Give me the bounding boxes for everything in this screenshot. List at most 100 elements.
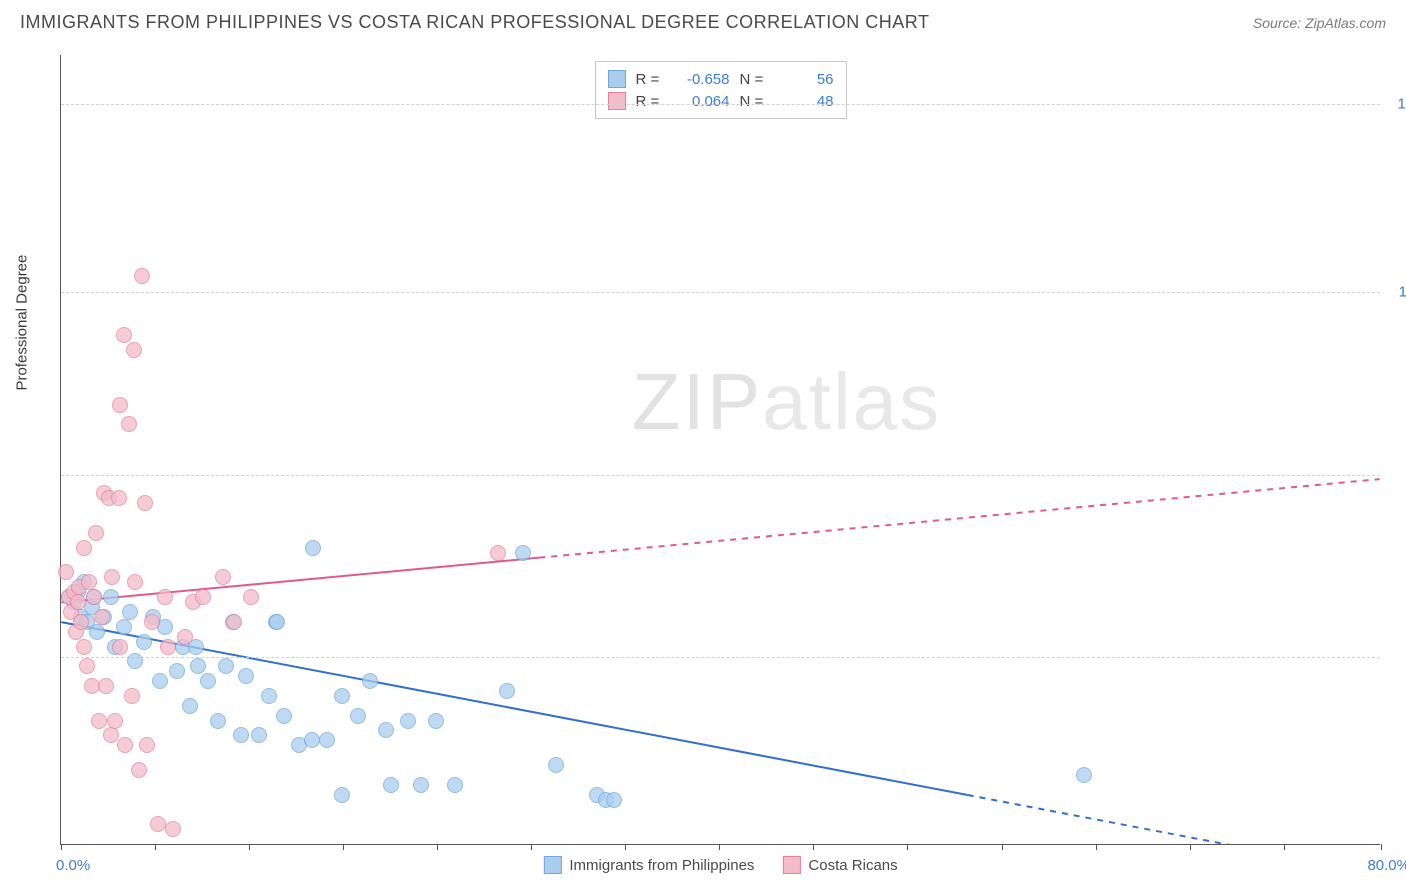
- data-point: [81, 574, 97, 590]
- data-point: [76, 540, 92, 556]
- legend-row: R = -0.658 N = 56: [608, 68, 834, 90]
- data-point: [305, 540, 321, 556]
- y-tick-label: 15.0%: [1385, 96, 1406, 113]
- x-tick: [907, 844, 908, 850]
- data-point: [76, 639, 92, 655]
- data-point: [157, 589, 173, 605]
- legend-label: Immigrants from Philippines: [569, 857, 754, 874]
- data-point: [150, 816, 166, 832]
- legend-swatch: [608, 92, 626, 110]
- data-point: [233, 727, 249, 743]
- data-point: [200, 673, 216, 689]
- data-point: [127, 574, 143, 590]
- data-point: [182, 698, 198, 714]
- legend-r-label: R =: [636, 71, 668, 88]
- data-point: [210, 713, 226, 729]
- data-point: [177, 629, 193, 645]
- y-tick-label: 3.8%: [1385, 649, 1406, 666]
- data-point: [73, 614, 89, 630]
- x-tick: [1190, 844, 1191, 850]
- data-point: [276, 708, 292, 724]
- data-point: [548, 757, 564, 773]
- data-point: [79, 658, 95, 674]
- data-point: [94, 609, 110, 625]
- legend-n-value: 56: [778, 71, 834, 88]
- data-point: [350, 708, 366, 724]
- data-point: [131, 762, 147, 778]
- data-point: [251, 727, 267, 743]
- data-point: [383, 777, 399, 793]
- x-tick: [249, 844, 250, 850]
- gridline: [61, 475, 1380, 476]
- data-point: [334, 787, 350, 803]
- data-point: [490, 545, 506, 561]
- data-point: [103, 589, 119, 605]
- data-point: [116, 327, 132, 343]
- data-point: [334, 688, 350, 704]
- legend-swatch: [543, 856, 561, 874]
- legend-n-value: 48: [778, 93, 834, 110]
- legend-swatch: [608, 70, 626, 88]
- x-tick: [61, 844, 62, 850]
- data-point: [122, 604, 138, 620]
- data-point: [160, 639, 176, 655]
- data-point: [104, 569, 120, 585]
- data-point: [218, 658, 234, 674]
- legend-row: R = 0.064 N = 48: [608, 90, 834, 112]
- data-point: [111, 490, 127, 506]
- trend-lines: [61, 55, 1380, 844]
- data-point: [88, 525, 104, 541]
- legend-series: Immigrants from Philippines Costa Ricans: [543, 856, 897, 874]
- data-point: [499, 683, 515, 699]
- data-point: [152, 673, 168, 689]
- data-point: [447, 777, 463, 793]
- y-tick-label: 7.5%: [1385, 466, 1406, 483]
- legend-swatch: [782, 856, 800, 874]
- plot-area: ZIPatlas R = -0.658 N = 56 R = 0.064 N =…: [60, 55, 1380, 845]
- data-point: [515, 545, 531, 561]
- data-point: [89, 624, 105, 640]
- chart-container: Professional Degree ZIPatlas R = -0.658 …: [50, 55, 1390, 845]
- data-point: [124, 688, 140, 704]
- data-point: [400, 713, 416, 729]
- data-point: [107, 713, 123, 729]
- x-tick: [1096, 844, 1097, 850]
- x-tick: [343, 844, 344, 850]
- legend-r-value: -0.658: [674, 71, 730, 88]
- data-point: [112, 639, 128, 655]
- data-point: [121, 416, 137, 432]
- data-point: [261, 688, 277, 704]
- watermark-atlas: atlas: [762, 357, 941, 446]
- legend-r-label: R =: [636, 93, 668, 110]
- data-point: [362, 673, 378, 689]
- data-point: [195, 589, 211, 605]
- data-point: [269, 614, 285, 630]
- data-point: [134, 268, 150, 284]
- x-tick: [437, 844, 438, 850]
- data-point: [226, 614, 242, 630]
- data-point: [137, 495, 153, 511]
- gridline: [61, 657, 1380, 658]
- y-tick-label: 11.2%: [1385, 284, 1406, 301]
- legend-n-label: N =: [740, 93, 772, 110]
- data-point: [243, 589, 259, 605]
- data-point: [413, 777, 429, 793]
- chart-source: Source: ZipAtlas.com: [1253, 15, 1386, 31]
- x-axis-max-label: 80.0%: [1367, 857, 1406, 874]
- data-point: [98, 678, 114, 694]
- x-tick: [813, 844, 814, 850]
- data-point: [304, 732, 320, 748]
- watermark-zip: ZIP: [632, 357, 762, 446]
- data-point: [126, 342, 142, 358]
- gridline: [61, 104, 1380, 105]
- data-point: [139, 737, 155, 753]
- legend-label: Costa Ricans: [808, 857, 897, 874]
- data-point: [70, 594, 86, 610]
- data-point: [58, 564, 74, 580]
- data-point: [103, 727, 119, 743]
- data-point: [606, 792, 622, 808]
- gridline: [61, 292, 1380, 293]
- data-point: [428, 713, 444, 729]
- x-tick: [719, 844, 720, 850]
- data-point: [144, 614, 160, 630]
